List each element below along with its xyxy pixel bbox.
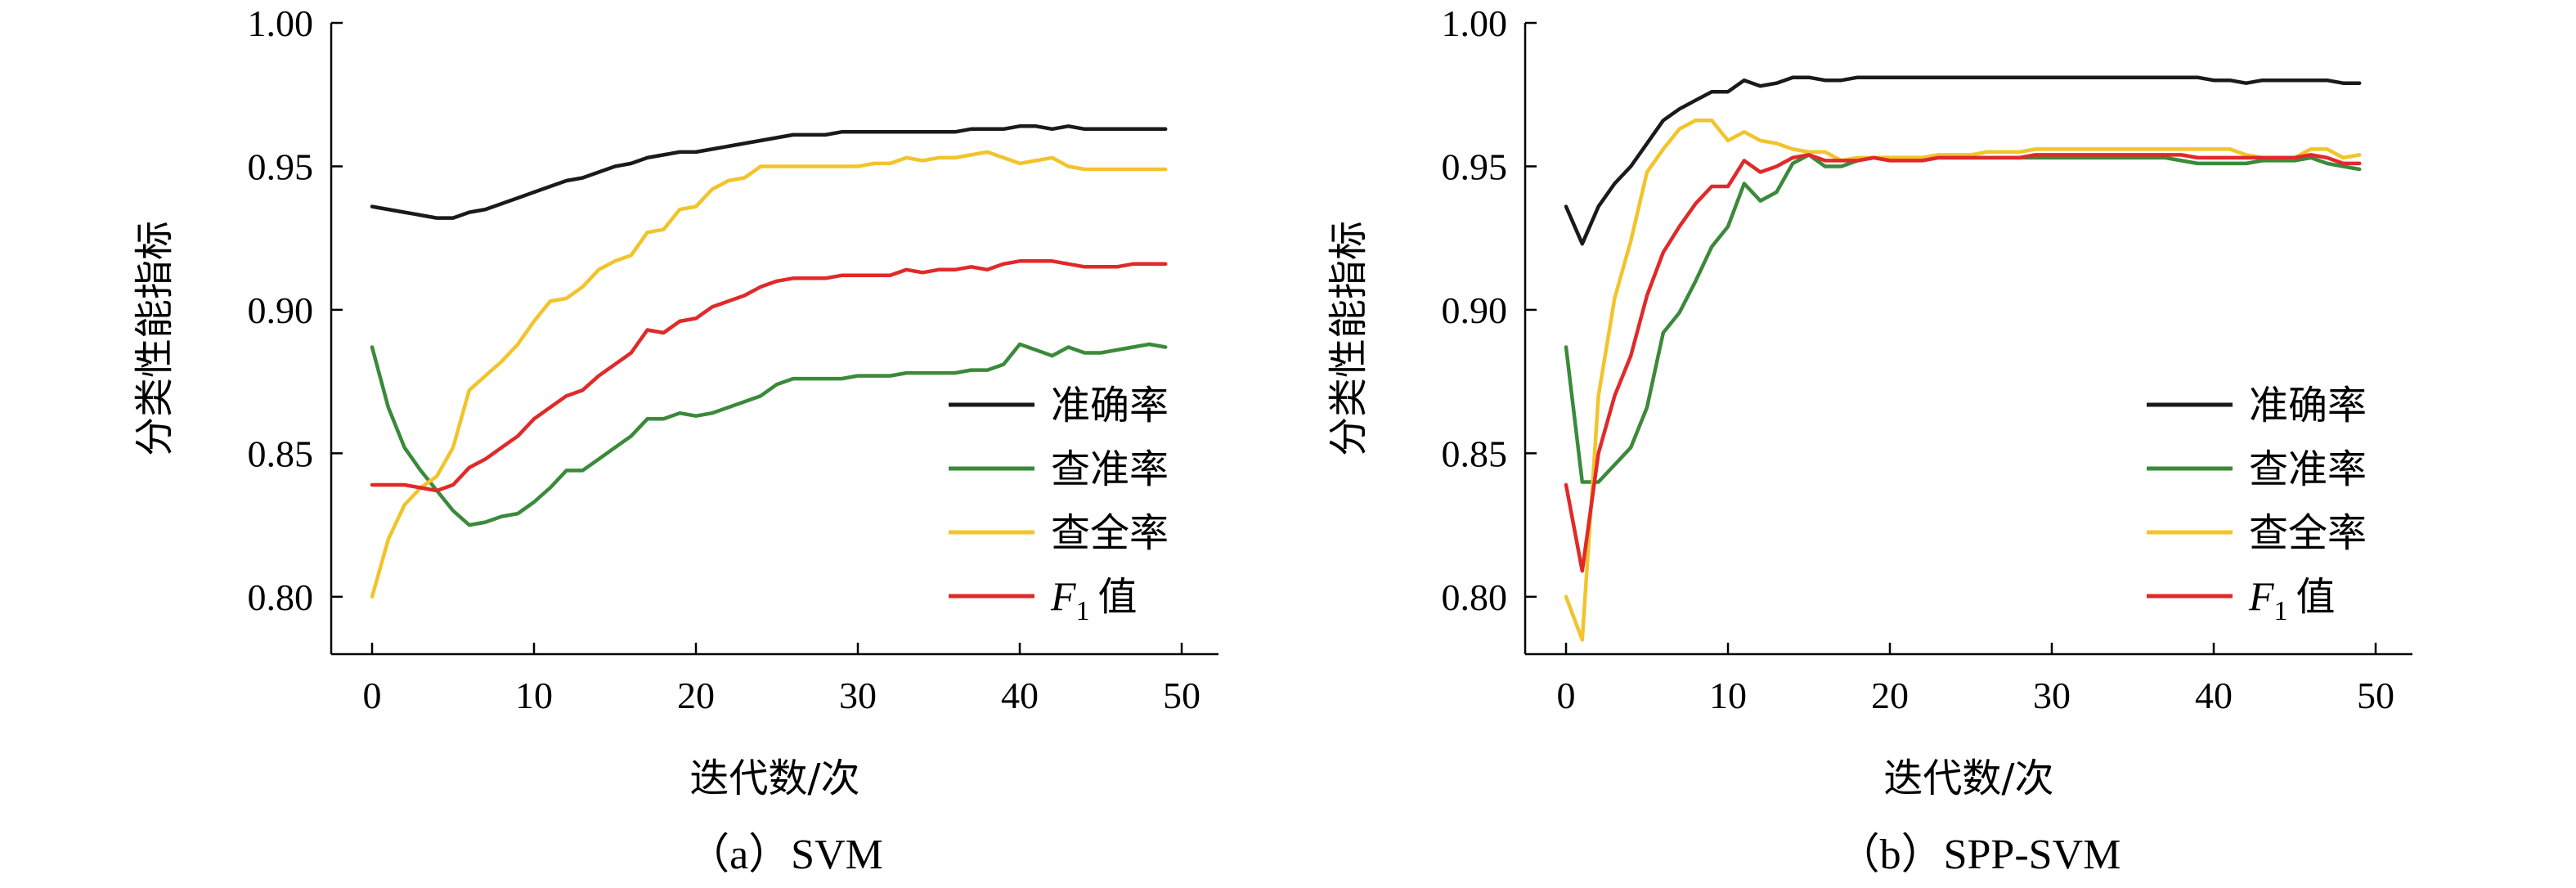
legend-label-precision: 查准率 — [1051, 446, 1169, 492]
series-line-recall — [370, 150, 1168, 599]
y-tick-label: 0.90 — [248, 289, 314, 331]
x-tick-label: 0 — [1557, 675, 1576, 716]
x-tick-label: 40 — [2195, 675, 2233, 716]
legend-label-recall: 查全率 — [1051, 510, 1169, 556]
x-tick-label: 50 — [1163, 675, 1200, 716]
panel-b: 0.80 0.85 0.90 0.95 1.00 0 10 20 30 40 50 迭代数/次 分类性能… — [1326, 2, 2412, 878]
y-tick-label: 1.00 — [1442, 2, 1508, 44]
x-tick-label: 0 — [363, 675, 382, 716]
legend-label-accuracy: 准确率 — [1051, 383, 1169, 428]
y-axis-title: 分类性能指标 — [132, 221, 177, 456]
panel-a: 0.80 0.85 0.90 0.95 1.00 0 10 20 30 40 50 迭代数/次 分类性能… — [132, 2, 1218, 878]
legend-label-accuracy: 准确率 — [2249, 383, 2367, 428]
y-tick-label: 0.95 — [1442, 146, 1508, 187]
y-tick-label: 0.85 — [1442, 433, 1508, 474]
x-tick-label: 30 — [839, 675, 877, 716]
series-line-recall — [1564, 119, 2362, 642]
y-tick-label: 0.90 — [1442, 289, 1508, 331]
y-axis-title: 分类性能指标 — [1326, 221, 1371, 456]
y-tick-label: 0.85 — [248, 433, 314, 474]
x-tick-label: 40 — [1001, 675, 1039, 716]
series-line-accuracy — [1564, 75, 2362, 246]
series-line-accuracy — [370, 124, 1168, 220]
x-axis-title: 迭代数/次 — [1883, 756, 2053, 801]
series-line-precision — [370, 342, 1168, 527]
series-line-f1 — [370, 259, 1168, 493]
legend-label-f1: F1 值 — [2248, 573, 2336, 626]
legend-label-precision: 查准率 — [2249, 446, 2367, 492]
legend-label-f1: F1 值 — [1050, 573, 1138, 626]
x-tick-label: 50 — [2357, 675, 2394, 716]
y-tick-label: 0.95 — [248, 146, 314, 187]
x-tick-label: 10 — [515, 675, 553, 716]
series-line-f1 — [1564, 153, 2362, 573]
x-tick-label: 30 — [2033, 675, 2071, 716]
legend-label-recall: 查全率 — [2249, 510, 2367, 556]
panel-caption: （b）SPP-SVM — [1838, 832, 2121, 878]
panel-caption: （a）SVM — [687, 832, 883, 878]
y-tick-label: 0.80 — [1442, 576, 1508, 618]
y-tick-label: 0.80 — [248, 576, 314, 618]
x-tick-label: 10 — [1709, 675, 1747, 716]
x-axis-title: 迭代数/次 — [689, 756, 859, 801]
series-line-precision — [1564, 153, 2362, 484]
x-tick-label: 20 — [1871, 675, 1909, 716]
x-tick-label: 20 — [677, 675, 715, 716]
y-tick-label: 1.00 — [248, 2, 314, 44]
